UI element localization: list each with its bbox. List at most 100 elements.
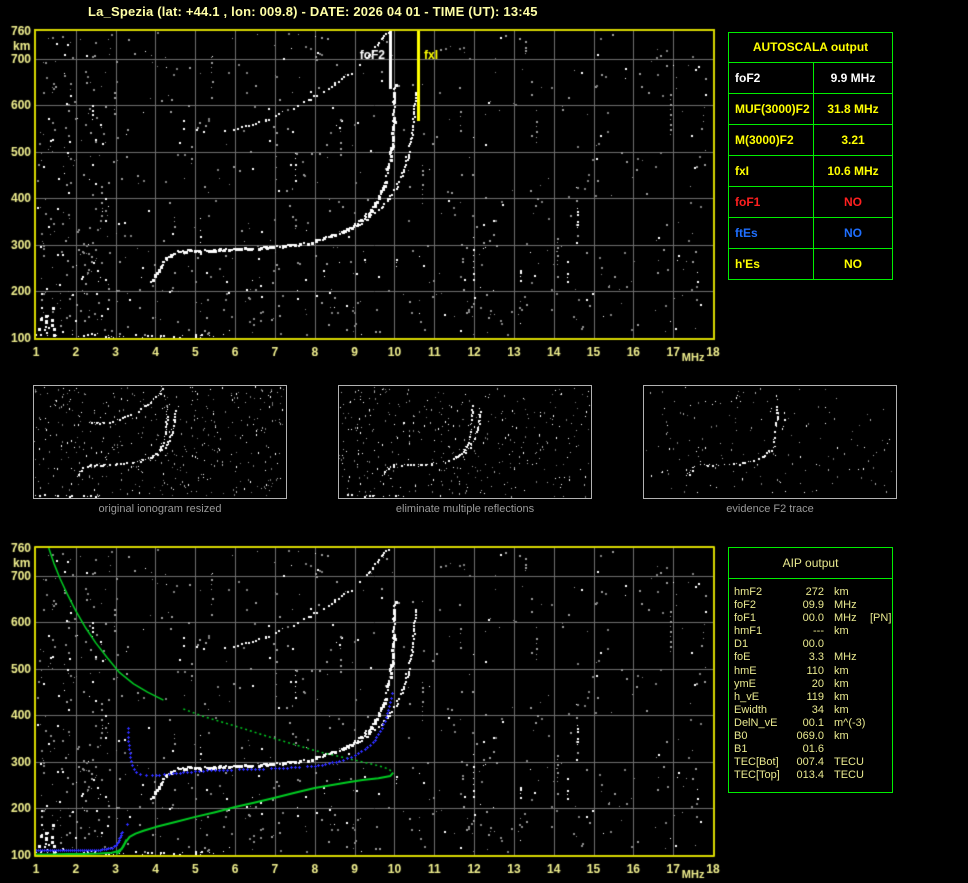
param-value: 9.9 MHz: [830, 71, 876, 85]
param-unit: km: [834, 625, 849, 638]
param-unit: MHz: [834, 599, 857, 612]
station-date-title: La_Spezia (lat: +44.1 , lon: 009.8) - DA…: [88, 4, 538, 19]
param-unit: [834, 638, 870, 651]
aip-row-fof1: foF1 00.0 MHz [PN]: [734, 612, 892, 625]
autoscala-row-m3000f2: M(3000)F2 3.21: [729, 125, 892, 156]
aip-row-yme: ymE 20 km: [734, 678, 892, 691]
panel-evidence-f2: [643, 385, 897, 499]
param-note: [870, 769, 892, 782]
panel-caption-original: original ionogram resized: [98, 503, 222, 515]
aip-row-delnve: DelN_vE 00.1 m^(-3): [734, 717, 892, 730]
param-label: foE: [734, 651, 751, 664]
param-unit: TECU: [834, 769, 864, 782]
param-value: 119: [806, 690, 824, 703]
param-value: 10.6 MHz: [827, 164, 879, 178]
param-label: foF2: [729, 63, 814, 93]
autoscala-row-fof2: foF2 9.9 MHz: [729, 63, 892, 94]
param-value: 20: [811, 677, 824, 690]
param-note: [870, 586, 892, 599]
param-unit: km: [834, 703, 849, 716]
param-value: 00.0: [802, 612, 824, 625]
param-note: [870, 743, 892, 756]
panel-caption-evidence: evidence F2 trace: [726, 503, 814, 515]
param-label: ftEs: [729, 218, 814, 248]
param-value: 110: [806, 664, 824, 677]
autoscala-row-hes: h'Es NO: [729, 249, 892, 279]
param-label: Ewidth: [734, 703, 768, 716]
param-note: [870, 599, 892, 612]
param-value: 272: [805, 586, 824, 598]
autoscala-row-ftes: ftEs NO: [729, 218, 892, 249]
autoscala-output-table: AUTOSCALA output foF2 9.9 MHz MUF(3000)F…: [728, 32, 893, 280]
param-label: h'Es: [729, 249, 814, 279]
param-label: fxI: [729, 156, 814, 186]
param-label: TEC[Top]: [734, 769, 780, 782]
param-label: ymE: [734, 677, 756, 690]
autoscala-row-fxi: fxI 10.6 MHz: [729, 156, 892, 187]
param-value: 00.1: [802, 716, 824, 729]
param-label: foF2: [734, 599, 757, 612]
param-unit: TECU: [834, 756, 864, 769]
param-note: [870, 638, 892, 651]
param-value: NO: [844, 195, 862, 209]
aip-row-foe: foE 3.3 MHz: [734, 651, 892, 664]
param-value: 01.6: [802, 743, 824, 756]
param-unit: km: [834, 664, 849, 677]
panel-original-canvas: [34, 386, 286, 498]
param-label: foF1: [734, 612, 757, 625]
aip-row-fof2: foF2 09.9 MHz: [734, 599, 892, 612]
autoscala-row-fof1: foF1 NO: [729, 187, 892, 218]
profile-ionogram-plot: [0, 540, 730, 883]
panel-caption-eliminate: eliminate multiple reflections: [395, 503, 535, 515]
param-value: ---: [813, 625, 824, 638]
param-label: hmE: [734, 664, 757, 677]
aip-row-ewidth: Ewidth 34 km: [734, 704, 892, 717]
param-label: TEC[Bot]: [734, 756, 779, 769]
param-value: NO: [844, 257, 862, 271]
autoscala-row-muf3000f2: MUF(3000)F2 31.8 MHz: [729, 94, 892, 125]
aip-row-b1: B1 01.6: [734, 743, 892, 756]
param-value: 09.9: [802, 599, 824, 612]
param-note: [870, 691, 892, 704]
param-unit: m^(-3): [834, 716, 866, 729]
panel-eliminate-canvas: [339, 386, 591, 498]
aip-table-title: AIP output: [729, 548, 892, 579]
param-value: 007.4: [796, 756, 824, 769]
aip-output-table: AIP output hmF2 272 km foF2 09.9 MHz foF1 00.…: [728, 547, 893, 793]
param-unit: MHz: [834, 612, 857, 625]
param-note: [870, 730, 892, 743]
param-label: B0: [734, 730, 748, 743]
aip-row-hme: hmE 110 km: [734, 665, 892, 678]
aip-row-b0: B0 069.0 km: [734, 730, 892, 743]
param-unit: [834, 743, 870, 756]
aip-row-hmf2: hmF2 272 km: [734, 586, 892, 599]
param-note: [870, 717, 892, 730]
param-value: 013.4: [796, 769, 824, 782]
param-value: 3.21: [841, 133, 865, 147]
param-unit: km: [834, 730, 849, 743]
param-value: NO: [844, 226, 862, 240]
panel-original-ionogram: [33, 385, 287, 499]
param-label: foF1: [729, 187, 814, 217]
param-value: 069.0: [796, 730, 824, 743]
aip-rows: hmF2 272 km foF2 09.9 MHz foF1 00.0 MHz [PN] hm…: [729, 579, 892, 782]
param-note: [870, 678, 892, 691]
main-ionogram-plot: [0, 25, 730, 365]
param-value: 34: [811, 703, 824, 716]
param-label: MUF(3000)F2: [729, 94, 814, 124]
param-note: [870, 651, 892, 664]
aip-row-tectop: TEC[Top] 013.4 TECU: [734, 769, 892, 782]
aip-row-tecbot: TEC[Bot] 007.4 TECU: [734, 756, 892, 769]
param-value: 3.3: [808, 651, 824, 664]
param-label: D1: [734, 638, 749, 651]
param-label: B1: [734, 743, 748, 756]
param-value: 00.0: [802, 638, 824, 651]
param-value: 31.8 MHz: [827, 102, 879, 116]
param-label: DelN_vE: [734, 716, 778, 729]
param-unit: km: [834, 586, 849, 598]
panel-evidence-canvas: [644, 386, 896, 498]
param-label: M(3000)F2: [729, 125, 814, 155]
param-note: [870, 756, 892, 769]
param-note: [870, 625, 892, 638]
